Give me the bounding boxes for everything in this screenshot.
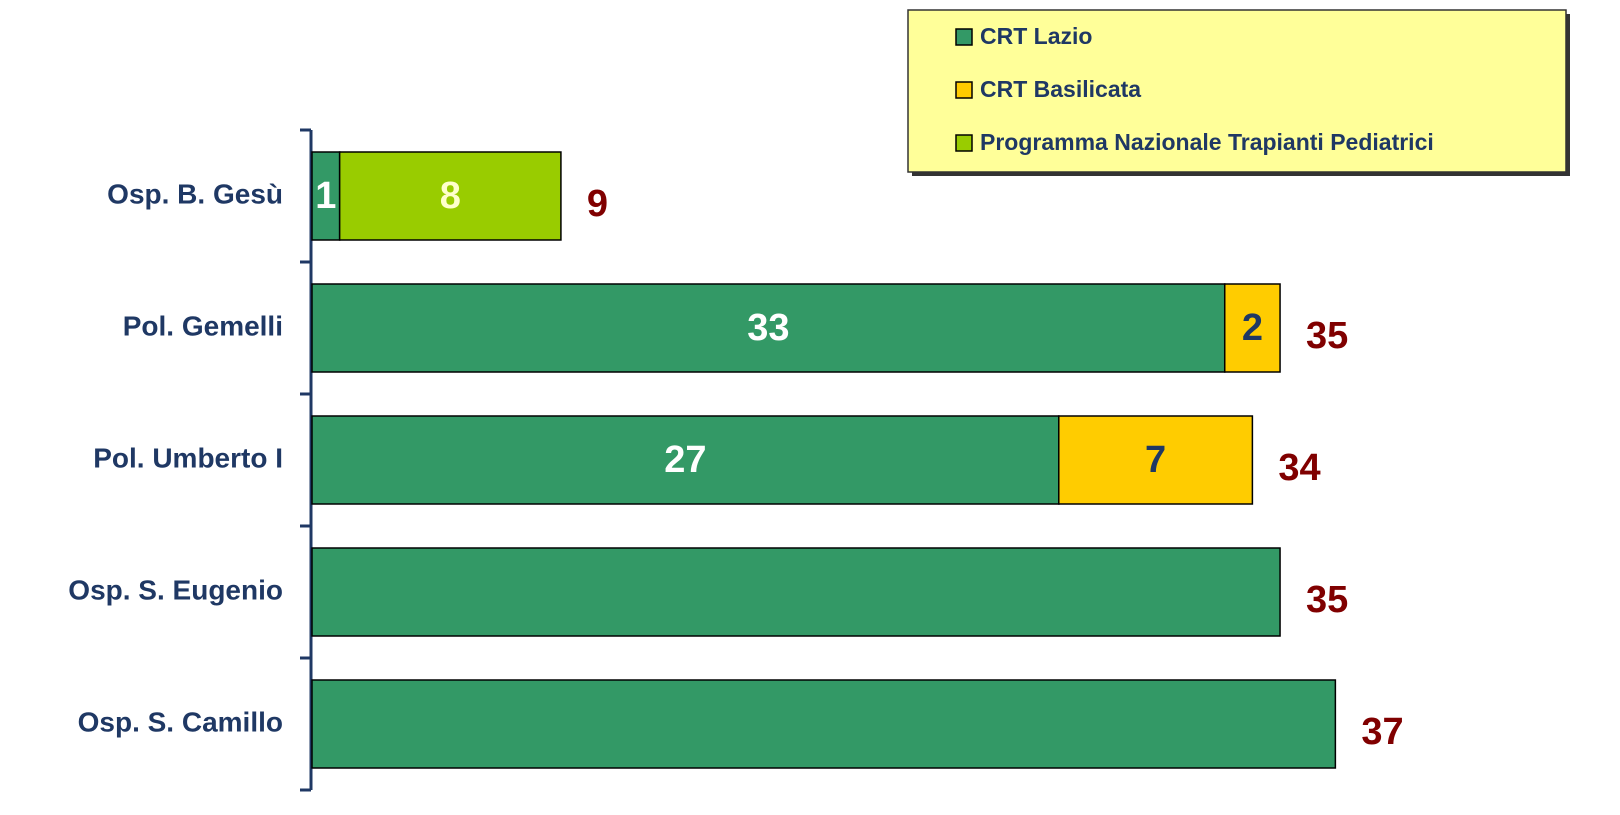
segment-label: 27 bbox=[664, 439, 706, 481]
category-label: Osp. B. Gesù bbox=[107, 178, 283, 209]
segment-label: 1 bbox=[315, 175, 336, 217]
legend-box bbox=[907, 9, 1567, 173]
bar-segment bbox=[1058, 415, 1254, 505]
legend-swatch bbox=[955, 28, 973, 46]
segment-label: 33 bbox=[747, 307, 789, 349]
category-label: Osp. S. Camillo bbox=[78, 706, 283, 737]
bar-segment bbox=[311, 679, 1337, 769]
total-label: 9 bbox=[587, 183, 608, 225]
segment-label: 8 bbox=[440, 175, 461, 217]
legend-label: CRT Basilicata bbox=[980, 76, 1141, 102]
total-label: 34 bbox=[1278, 447, 1320, 489]
total-label: 35 bbox=[1306, 315, 1348, 357]
category-label: Pol. Gemelli bbox=[123, 310, 283, 341]
legend-label: CRT Lazio bbox=[980, 23, 1092, 49]
bar-segment bbox=[338, 151, 562, 241]
bar-segment bbox=[311, 151, 341, 241]
legend-swatch bbox=[955, 134, 973, 152]
segment-label: 2 bbox=[1242, 307, 1263, 349]
legend-swatch bbox=[955, 81, 973, 99]
total-label: 35 bbox=[1306, 579, 1348, 621]
bar-segment bbox=[1223, 283, 1281, 373]
total-label: 37 bbox=[1361, 711, 1403, 753]
legend-label: Programma Nazionale Trapianti Pediatrici bbox=[980, 129, 1434, 155]
bar-segment bbox=[311, 415, 1060, 505]
category-label: Osp. S. Eugenio bbox=[68, 574, 283, 605]
segment-label: 7 bbox=[1145, 439, 1166, 481]
category-label: Pol. Umberto I bbox=[93, 442, 283, 473]
bar-segment bbox=[311, 283, 1226, 373]
bar-segment bbox=[311, 547, 1281, 637]
